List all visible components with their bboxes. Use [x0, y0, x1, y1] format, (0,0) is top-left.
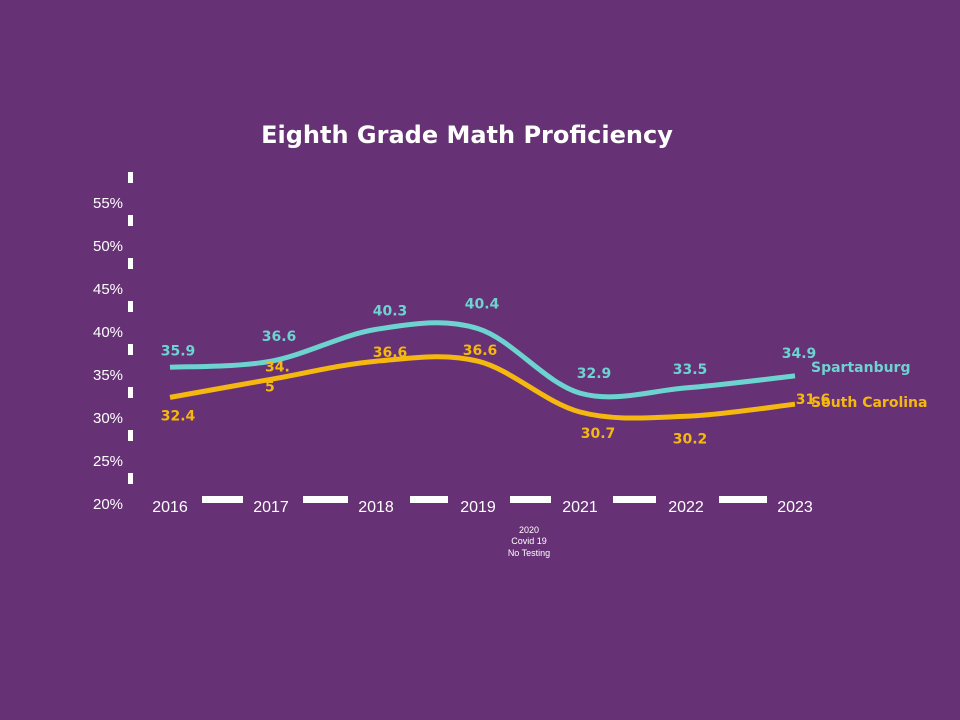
x-tick-label: 2016 — [152, 499, 188, 516]
south-carolina-data-label: 32.4 — [161, 408, 196, 424]
y-tick-label: 55% — [93, 195, 123, 212]
series-lines — [169, 320, 796, 421]
y-axis-dash — [128, 473, 133, 484]
x-tick-label: 2017 — [253, 499, 289, 516]
x-axis-dash — [202, 496, 243, 503]
south-carolina-data-label: 30.7 — [581, 426, 616, 442]
y-axis-dash — [128, 172, 133, 183]
y-axis — [128, 172, 133, 484]
south-carolina-data-label: 34. 5 — [265, 359, 290, 395]
y-tick-label: 45% — [93, 281, 123, 298]
x-tick-label: 2018 — [358, 499, 394, 516]
x-axis-dash — [510, 496, 551, 503]
y-tick-label: 25% — [93, 453, 123, 470]
y-axis-dash — [128, 387, 133, 398]
spartanburg-series-label: Spartanburg — [811, 360, 910, 376]
data-labels: 35.9 36.6 40.3 40.4 32.9 33.5 34.9 32.4 34. 5 36.6… — [161, 297, 831, 448]
spartanburg-data-label: 33.5 — [673, 362, 708, 378]
x-tick-label: 2022 — [668, 499, 704, 516]
y-axis-dash — [128, 258, 133, 269]
spartanburg-data-label: 40.4 — [465, 297, 500, 313]
chart-title: Eighth Grade Math Proficiency — [261, 121, 673, 149]
south-carolina-data-label: 30.2 — [673, 431, 708, 447]
y-axis-dash — [128, 430, 133, 441]
south-carolina-data-label: 36.6 — [463, 343, 498, 359]
series-labels: Spartanburg South Carolina — [811, 360, 927, 411]
y-tick-label: 40% — [93, 324, 123, 341]
spartanburg-data-label: 36.6 — [262, 329, 297, 345]
y-tick-label: 35% — [93, 367, 123, 384]
spartanburg-line — [169, 320, 796, 400]
x-tick-label: 2021 — [562, 499, 598, 516]
spartanburg-data-label: 32.9 — [577, 366, 612, 382]
x-axis-dash — [303, 496, 348, 503]
spartanburg-data-label: 35.9 — [161, 343, 196, 359]
south-carolina-data-label: 36.6 — [373, 345, 408, 361]
south-carolina-series-label: South Carolina — [811, 395, 927, 411]
x-tick-label: 2023 — [777, 499, 813, 516]
y-tick-label: 20% — [93, 496, 123, 513]
covid-note-year: 2020 — [519, 525, 539, 535]
spartanburg-data-label: 34.9 — [782, 346, 817, 362]
covid-note-detail: No Testing — [508, 548, 550, 558]
y-tick-label: 30% — [93, 410, 123, 427]
y-tick-label: 50% — [93, 238, 123, 255]
y-axis-dash — [128, 215, 133, 226]
x-tick-labels: 2016 2017 2018 2019 2021 2022 2023 — [152, 499, 813, 516]
south-carolina-line — [169, 354, 796, 421]
y-axis-dash — [128, 301, 133, 312]
x-axis-dash — [410, 496, 448, 503]
x-axis-dash — [613, 496, 656, 503]
y-axis-dash — [128, 344, 133, 355]
x-axis — [202, 496, 767, 503]
spartanburg-data-label: 40.3 — [373, 303, 408, 319]
south-carolina-data-label: 31.6 — [796, 392, 831, 408]
covid-note-reason: Covid 19 — [511, 536, 547, 546]
x-tick-label: 2019 — [460, 499, 496, 516]
x-axis-dash — [719, 496, 767, 503]
y-tick-labels: 20% 25% 30% 35% 40% 45% 50% 55% — [93, 195, 123, 513]
